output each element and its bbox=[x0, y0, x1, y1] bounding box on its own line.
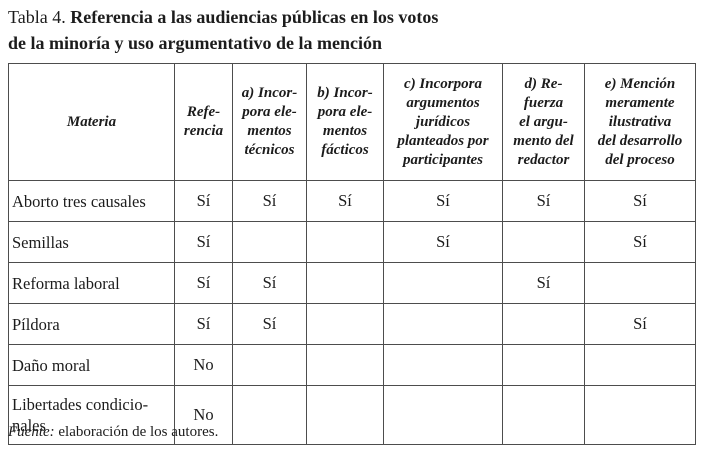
cell-d bbox=[502, 303, 585, 345]
caption-title-part-2: de la minoría y uso argumentativo de la … bbox=[8, 33, 382, 53]
cell-referencia: Sí bbox=[174, 180, 233, 222]
cell-b: Sí bbox=[306, 180, 384, 222]
row-materia: Semillas bbox=[8, 221, 175, 263]
table-caption: Tabla 4. Referencia a las audiencias púb… bbox=[8, 4, 696, 56]
caption-prefix: Tabla 4. bbox=[8, 7, 66, 27]
cell-referencia: No bbox=[174, 385, 233, 445]
cell-c bbox=[383, 344, 503, 386]
cell-referencia: No bbox=[174, 344, 233, 386]
cell-b bbox=[306, 221, 384, 263]
cell-a bbox=[232, 344, 307, 386]
cell-d: Sí bbox=[502, 262, 585, 304]
header-elementos-facticos: b) Incor- pora ele- mentos fácticos bbox=[306, 63, 384, 181]
header-refuerza-argumento: d) Re- fuerza el argu- mento del redacto… bbox=[502, 63, 585, 181]
header-mencion-ilustrativa: e) Mención meramente ilustrativa del des… bbox=[584, 63, 696, 181]
cell-b bbox=[306, 385, 384, 445]
cell-c bbox=[383, 303, 503, 345]
cell-e bbox=[584, 385, 696, 445]
cell-a bbox=[232, 385, 307, 445]
cell-a: Sí bbox=[232, 180, 307, 222]
cell-b bbox=[306, 262, 384, 304]
cell-b bbox=[306, 344, 384, 386]
row-materia: Reforma laboral bbox=[8, 262, 175, 304]
table-row: Reforma laboral Sí Sí Sí bbox=[8, 262, 696, 304]
caption-line-1: Tabla 4. Referencia a las audiencias púb… bbox=[8, 4, 696, 30]
source-text: elaboración de los autores. bbox=[58, 424, 219, 440]
cell-d bbox=[502, 221, 585, 263]
row-materia: Libertades condicio- nales bbox=[8, 385, 175, 445]
cell-a bbox=[232, 221, 307, 263]
table-header: Materia Refe- rencia a) Incor- pora ele-… bbox=[8, 63, 696, 181]
cell-e: Sí bbox=[584, 221, 696, 263]
cell-e bbox=[584, 344, 696, 386]
cell-c: Sí bbox=[383, 221, 503, 263]
table-row: Aborto tres causales Sí Sí Sí Sí Sí Sí bbox=[8, 180, 696, 222]
table-row: Semillas Sí Sí Sí bbox=[8, 221, 696, 263]
caption-line-2: de la minoría y uso argumentativo de la … bbox=[8, 30, 696, 56]
cell-c bbox=[383, 262, 503, 304]
cell-e: Sí bbox=[584, 303, 696, 345]
audiencias-table: Materia Refe- rencia a) Incor- pora ele-… bbox=[8, 63, 696, 445]
row-materia: Píldora bbox=[8, 303, 175, 345]
header-row: Materia Refe- rencia a) Incor- pora ele-… bbox=[8, 63, 696, 181]
cell-e: Sí bbox=[584, 180, 696, 222]
cell-referencia: Sí bbox=[174, 303, 233, 345]
cell-d bbox=[502, 385, 585, 445]
source-label: Fuente: bbox=[8, 424, 55, 440]
caption-title-part-1: Referencia a las audiencias públicas en … bbox=[70, 7, 439, 27]
cell-referencia: Sí bbox=[174, 221, 233, 263]
table-body: Aborto tres causales Sí Sí Sí Sí Sí Sí S… bbox=[8, 180, 696, 445]
header-materia: Materia bbox=[8, 63, 175, 181]
header-referencia: Refe- rencia bbox=[174, 63, 233, 181]
cell-d bbox=[502, 344, 585, 386]
table-row: Daño moral No bbox=[8, 344, 696, 386]
table-row: Libertades condicio- nales No bbox=[8, 385, 696, 445]
cell-a: Sí bbox=[232, 303, 307, 345]
source-note: Fuente: elaboración de los autores. bbox=[8, 424, 218, 441]
cell-e bbox=[584, 262, 696, 304]
row-materia: Aborto tres causales bbox=[8, 180, 175, 222]
table-row: Píldora Sí Sí Sí bbox=[8, 303, 696, 345]
header-argumentos-juridicos: c) Incorpora argumentos jurídicos plante… bbox=[383, 63, 503, 181]
cell-referencia: Sí bbox=[174, 262, 233, 304]
cell-b bbox=[306, 303, 384, 345]
cell-d: Sí bbox=[502, 180, 585, 222]
row-materia: Daño moral bbox=[8, 344, 175, 386]
header-elementos-tecnicos: a) Incor- pora ele- mentos técnicos bbox=[232, 63, 307, 181]
cell-a: Sí bbox=[232, 262, 307, 304]
cell-c: Sí bbox=[383, 180, 503, 222]
cell-c bbox=[383, 385, 503, 445]
